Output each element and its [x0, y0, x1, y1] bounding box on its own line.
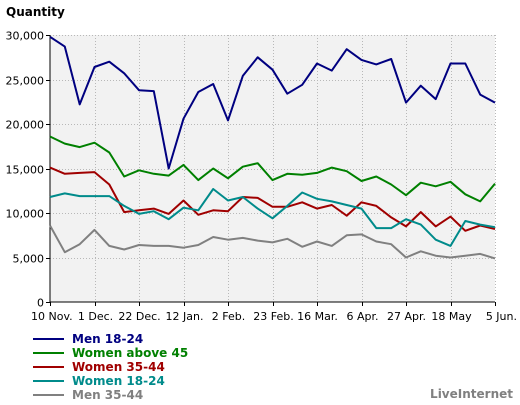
legend-label-women-18-24: Women 18-24 [72, 374, 165, 388]
plot-background [50, 35, 495, 302]
x-tick-label: 27 Apr. [387, 310, 426, 323]
y-tick-label: 30,000 [6, 30, 45, 43]
y-axis-title: Quantity [6, 5, 65, 19]
legend-label-men-18-24: Men 18-24 [72, 332, 143, 346]
legend-label-men-35-44: Men 35-44 [72, 388, 143, 402]
x-axis-ticks: 10 Nov. 1 Dec. 22 Dec. 12 Jan. 2 Feb. 23 Feb.… [31, 302, 517, 323]
y-tick-label: 20,000 [6, 119, 45, 132]
liveinternet-watermark: LiveInternet [430, 387, 513, 401]
series-line-men-18-24 [49, 35, 496, 170]
legend-label-women-35-44: Women 35-44 [72, 360, 165, 374]
x-tick-label: 1 Dec. [78, 310, 113, 323]
series-lines [49, 35, 496, 260]
x-tick-label: 16 Mar. [297, 310, 338, 323]
x-tick-label: 22 Dec. [118, 310, 160, 323]
y-tick-label: 10,000 [6, 208, 45, 221]
legend-label-women-above-45: Women above 45 [72, 346, 188, 360]
y-tick-label: 25,000 [6, 75, 45, 88]
x-tick-label: 2 Feb. [212, 310, 245, 323]
series-line-men-35-44 [49, 225, 496, 260]
x-tick-label: 6 Apr. [346, 310, 378, 323]
horizontal-gridlines [50, 35, 495, 259]
x-tick-label: 10 Nov. [31, 310, 73, 323]
x-tick-label: 18 May [431, 310, 472, 323]
series-line-women-above-45 [49, 135, 496, 203]
y-tick-label: 5,000 [13, 253, 45, 266]
series-line-women-18-24 [49, 188, 496, 247]
series-line-women-35-44 [49, 166, 496, 232]
y-tick-label: 0 [37, 297, 44, 310]
x-tick-label: 23 Feb. [253, 310, 293, 323]
x-tick-label: 5 Jun. [486, 310, 517, 323]
y-axis-ticks: 0 5,000 10,000 15,000 20,000 25,000 30,000 [6, 30, 50, 310]
y-tick-label: 15,000 [6, 164, 45, 177]
x-tick-label: 12 Jan. [166, 310, 204, 323]
